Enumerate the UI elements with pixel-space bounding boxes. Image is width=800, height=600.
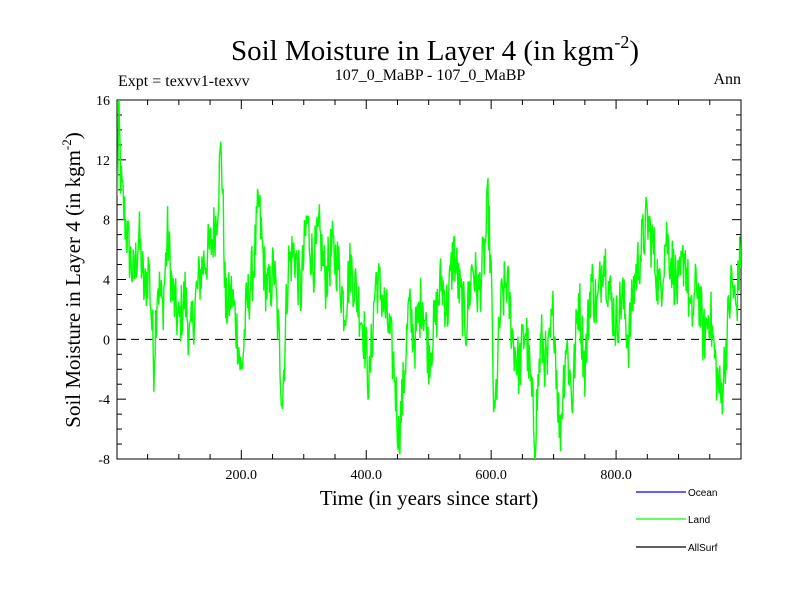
legend-label-land: Land	[688, 515, 710, 526]
y-tick-label: 8	[103, 214, 110, 229]
subtitle-season: Ann	[713, 71, 741, 88]
chart-title: Soil Moisture in Layer 4 (in kgm-2)	[231, 32, 639, 67]
x-tick-labels: 200.0 400.0 600.0 800.0	[226, 468, 632, 483]
y-tick-label: 0	[103, 333, 110, 348]
legend-label-allsurf: AllSurf	[688, 543, 718, 554]
legend-label-ocean: Ocean	[688, 488, 717, 499]
y-tick-label: 4	[103, 274, 110, 289]
series-line-land	[117, 100, 741, 459]
plot-frame	[116, 99, 742, 460]
x-tick-label: 800.0	[600, 468, 632, 483]
y-tick-label: -4	[98, 393, 110, 408]
axis-ticks	[117, 99, 742, 460]
y-tick-label: 16	[96, 94, 110, 109]
subtitle-experiment: Expt = texvv1-texvv	[118, 73, 250, 90]
y-tick-label: 12	[96, 154, 110, 169]
y-tick-label: -8	[98, 453, 110, 468]
y-tick-labels: -8 -4 0 4 8 12 16	[96, 94, 110, 468]
subtitle-period: 107_0_MaBP - 107_0_MaBP	[335, 67, 526, 84]
legend: Ocean Land AllSurf	[636, 488, 718, 554]
x-tick-label: 600.0	[475, 468, 507, 483]
x-axis-label: Time (in years since start)	[320, 486, 539, 510]
x-tick-label: 200.0	[226, 468, 258, 483]
y-axis-label: Soil Moisture in Layer 4 (in kgm-2)	[59, 132, 85, 427]
x-tick-label: 400.0	[350, 468, 382, 483]
